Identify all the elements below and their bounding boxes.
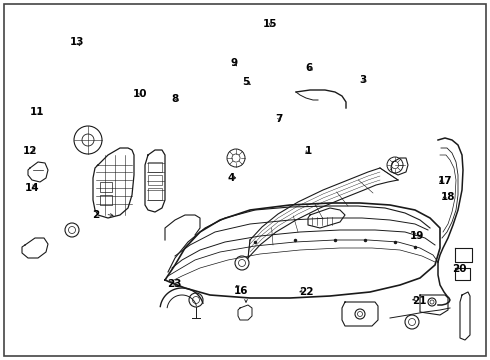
Text: 4: 4	[227, 173, 235, 183]
Bar	[148, 162, 162, 172]
Text: 13: 13	[70, 37, 85, 48]
Text: 5: 5	[243, 77, 249, 87]
Bar	[100, 195, 112, 205]
Text: 18: 18	[441, 192, 456, 202]
Text: 8: 8	[172, 94, 179, 104]
Bar	[100, 182, 112, 192]
Text: 16: 16	[234, 286, 248, 296]
Text: 17: 17	[438, 176, 452, 186]
Text: 12: 12	[23, 146, 38, 156]
Text: 11: 11	[29, 107, 44, 117]
Text: 3: 3	[359, 75, 366, 85]
Text: 20: 20	[452, 264, 467, 274]
Bar	[148, 188, 162, 200]
Text: 23: 23	[167, 279, 181, 289]
Text: 19: 19	[410, 231, 425, 241]
Text: 21: 21	[412, 296, 426, 306]
Text: 6: 6	[305, 63, 312, 73]
Text: 7: 7	[275, 114, 283, 124]
Bar	[148, 175, 162, 185]
Text: 2: 2	[92, 210, 99, 220]
Text: 14: 14	[24, 183, 39, 193]
Text: 1: 1	[305, 146, 312, 156]
Text: 10: 10	[132, 89, 147, 99]
Text: 22: 22	[299, 287, 314, 297]
Text: 15: 15	[263, 19, 278, 30]
Text: 9: 9	[231, 58, 238, 68]
